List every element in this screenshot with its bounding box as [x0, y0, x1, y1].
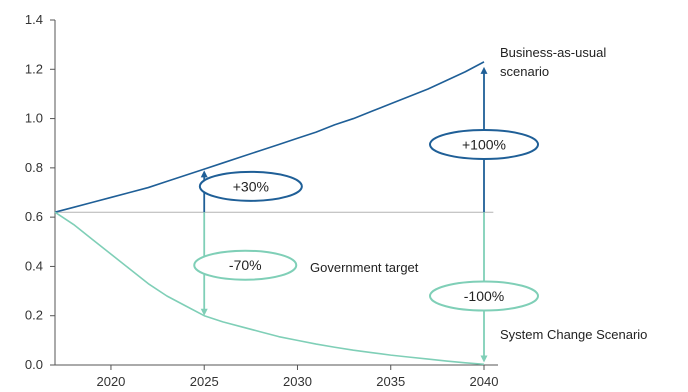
callout-ellipse: [193, 249, 298, 281]
y-tick-label: 1.2: [25, 61, 43, 76]
y-tick-label: 1.0: [25, 111, 43, 126]
arrow-layer: [200, 66, 488, 363]
y-tick-label: 0.8: [25, 160, 43, 175]
y-tick-label: 0.2: [25, 308, 43, 323]
x-tick-label: 2040: [470, 374, 499, 389]
x-tick-label: 2030: [283, 374, 312, 389]
callout-m100: -100%: [429, 280, 539, 312]
callout-ellipse: [429, 280, 539, 312]
bau-label-line2: scenario: [500, 64, 549, 79]
callout-layer: +30% +100% -70% -100%: [193, 128, 539, 312]
axes: [54, 20, 498, 366]
scs-label: System Change Scenario: [500, 327, 647, 342]
y-ticks: 0.0 0.2 0.4 0.6 0.8 1.0 1.2 1.4: [25, 12, 55, 372]
callout-label: +30%: [233, 178, 269, 194]
callout-p100: +100%: [429, 128, 539, 160]
series-line-scs: [54, 211, 485, 366]
gov-target-label: Government target: [310, 260, 419, 275]
callout-ellipse: [198, 170, 303, 202]
x-ticks: 2020 2025 2030 2035 2040: [96, 365, 498, 389]
series-layer: [54, 61, 485, 366]
x-tick-label: 2035: [376, 374, 405, 389]
series-labels: Business-as-usual scenario Government ta…: [310, 45, 647, 342]
y-tick-label: 1.4: [25, 12, 43, 27]
callout-m70: -70%: [193, 249, 298, 281]
callout-label: -70%: [229, 257, 262, 273]
y-tick-label: 0.4: [25, 258, 43, 273]
callout-ellipse: [429, 128, 539, 160]
series-line-bau: [54, 61, 485, 213]
callout-label: -100%: [464, 288, 504, 304]
callout-p30: +30%: [198, 170, 303, 202]
y-tick-label: 0.0: [25, 357, 43, 372]
x-tick-label: 2025: [190, 374, 219, 389]
x-tick-label: 2020: [96, 374, 125, 389]
callout-label: +100%: [462, 136, 506, 152]
bau-label-line1: Business-as-usual: [500, 45, 606, 60]
y-tick-label: 0.6: [25, 209, 43, 224]
